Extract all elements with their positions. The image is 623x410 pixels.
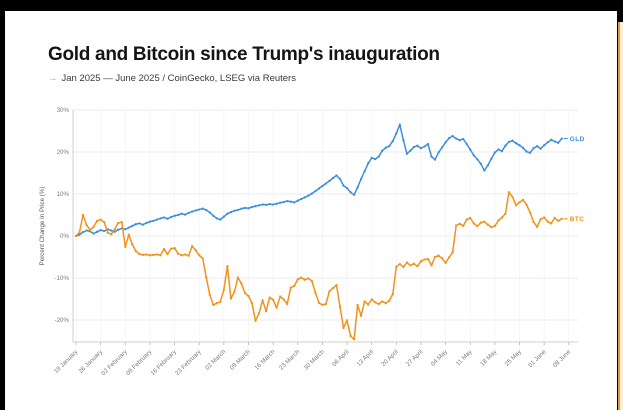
gld-line-label: GLD (570, 136, 585, 143)
gld-line (75, 123, 563, 237)
x-tick-label: 08 June (552, 348, 573, 369)
y-tick-label: -10% (55, 275, 70, 282)
x-tick-label: 23 March (278, 348, 302, 372)
chart-container: 19 January 26 January 02 February 09 Februa… (33, 99, 608, 401)
y-tick-label: -20% (55, 317, 70, 324)
x-tick-label: 04 May (430, 348, 450, 368)
x-tick-label: 20 April (380, 348, 400, 368)
x-tick-label: 09 March (229, 348, 253, 372)
arrow-icon: → (48, 73, 58, 84)
page-title: Gold and Bitcoin since Trump's inaugurat… (48, 44, 440, 65)
x-tick-label: 13 April (356, 348, 376, 368)
x-tick-label: 01 June (527, 348, 548, 369)
x-tick-label: 02 March (204, 348, 228, 372)
y-tick-label: 0% (60, 233, 69, 240)
y-tick-label: 30% (57, 107, 70, 114)
chart-card: Gold and Bitcoin since Trump's inaugurat… (5, 11, 617, 410)
y-tick-label: 20% (57, 149, 70, 156)
x-tick-label: 30 March (303, 348, 327, 372)
btc-line-label: BTC (570, 216, 585, 223)
y-tick-label: 10% (57, 191, 70, 198)
y-grid-and-ticks: 30% 20% 10% 0% -10% -20% (55, 107, 578, 324)
subtitle-text: Jan 2025 — June 2025 / CoinGecko, LSEG v… (61, 73, 296, 84)
x-tick-label: 25 May (504, 348, 524, 368)
next-slide-edge (618, 22, 623, 410)
x-tick-label: 19 January (53, 348, 80, 375)
y-axis-title: Percent Change In Price (%) (39, 187, 46, 266)
btc-series: BTC (74, 191, 585, 341)
chart-subtitle: → Jan 2025 — June 2025 / CoinGecko, LSEG … (48, 73, 296, 84)
x-tick-label: 27 April (405, 348, 425, 368)
x-tick-label: 11 May (455, 348, 475, 368)
x-tick-label: 16 March (253, 348, 277, 372)
x-tick-label: 18 May (479, 348, 499, 368)
x-tick-label: 06 April (331, 348, 351, 368)
gld-series: GLD (74, 123, 585, 238)
x-tick-label: 23 February (174, 348, 203, 377)
btc-line (75, 191, 563, 341)
